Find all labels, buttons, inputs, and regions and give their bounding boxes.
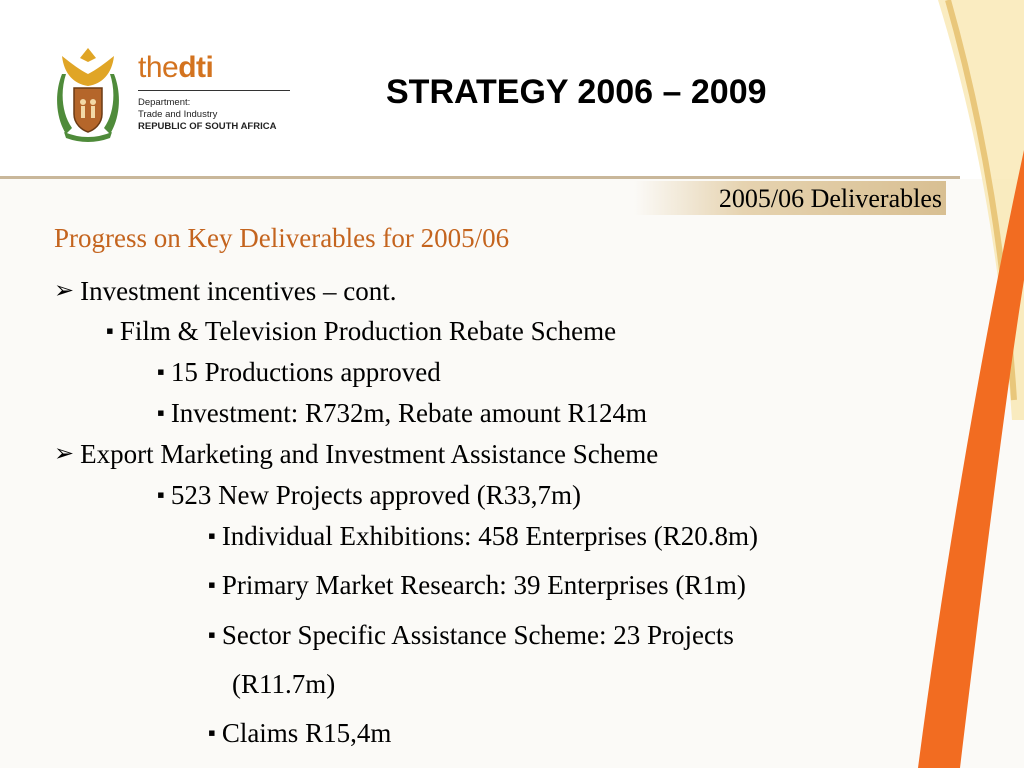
- slide-subtitle: Progress on Key Deliverables for 2005/06: [54, 223, 510, 253]
- bullet-item: ▪ Claims R15,4m: [208, 716, 391, 750]
- logo-brand: thedti: [138, 52, 290, 84]
- bullet-text: Export Marketing and Investment Assistan…: [80, 439, 659, 469]
- slide-title: STRATEGY 2006 – 2009: [386, 73, 767, 111]
- bullet-text: Individual Exhibitions: 458 Enterprises …: [221, 521, 759, 551]
- section-tag: 2005/06 Deliverables: [634, 181, 946, 215]
- bullet-item: ▪ Film & Television Production Rebate Sch…: [106, 314, 616, 348]
- square-bullet-icon: ▪: [106, 318, 114, 343]
- square-bullet-icon: ▪: [157, 359, 165, 384]
- bullet-text: Primary Market Research: 39 Enterprises …: [221, 570, 746, 600]
- bullet-text: Sector Specific Assistance Scheme: 23 Pr…: [221, 620, 734, 650]
- content-background: [0, 179, 1024, 768]
- square-bullet-icon: ▪: [157, 482, 165, 507]
- logo-line-1: Department:: [138, 97, 191, 108]
- bullet-text: (R11.7m): [232, 669, 336, 699]
- bullet-item: ▪ 15 Productions approved: [157, 355, 441, 389]
- bullet-item: ➢ Export Marketing and Investment Assista…: [54, 437, 658, 471]
- logo-line-2: Trade and Industry: [138, 109, 218, 120]
- bullet-text: 523 New Projects approved (R33,7m): [170, 480, 581, 510]
- coat-of-arms-icon: [57, 48, 119, 142]
- logo-line-3: REPUBLIC OF SOUTH AFRICA: [138, 121, 277, 132]
- arrow-bullet-icon: ➢: [54, 441, 75, 467]
- logo-text: thedti Department: Trade and Industry RE…: [138, 52, 290, 133]
- logo-brand-dti: dti: [178, 51, 214, 84]
- bullet-text: Investment: R732m, Rebate amount R124m: [170, 398, 648, 428]
- square-bullet-icon: ▪: [208, 523, 216, 548]
- header-area: [0, 0, 1024, 176]
- dti-logo: thedti Department: Trade and Industry RE…: [52, 44, 302, 144]
- logo-brand-the: the: [138, 51, 179, 84]
- bullet-text: Film & Television Production Rebate Sche…: [119, 316, 617, 346]
- bullet-text: Claims R15,4m: [221, 718, 392, 748]
- bullet-item: ▪ Individual Exhibitions: 458 Enterprises…: [208, 519, 758, 553]
- bullet-text: 15 Productions approved: [170, 357, 441, 387]
- bullet-item: ▪ 523 New Projects approved (R33,7m): [157, 478, 581, 512]
- square-bullet-icon: ▪: [208, 720, 216, 745]
- logo-rule: [138, 90, 290, 91]
- bullet-item: ➢ Investment incentives – cont.: [54, 274, 397, 308]
- square-bullet-icon: ▪: [208, 572, 216, 597]
- square-bullet-icon: ▪: [208, 622, 216, 647]
- arrow-bullet-icon: ➢: [54, 278, 75, 304]
- bullet-continuation: (R11.7m): [232, 667, 335, 701]
- square-bullet-icon: ▪: [157, 400, 165, 425]
- bullet-item: ▪ Primary Market Research: 39 Enterprises…: [208, 568, 746, 602]
- bullet-item: ▪ Investment: R732m, Rebate amount R124m: [157, 396, 647, 430]
- bullet-text: Investment incentives – cont.: [80, 276, 397, 306]
- header-divider: [0, 176, 960, 179]
- bullet-item: ▪ Sector Specific Assistance Scheme: 23 P…: [208, 618, 734, 652]
